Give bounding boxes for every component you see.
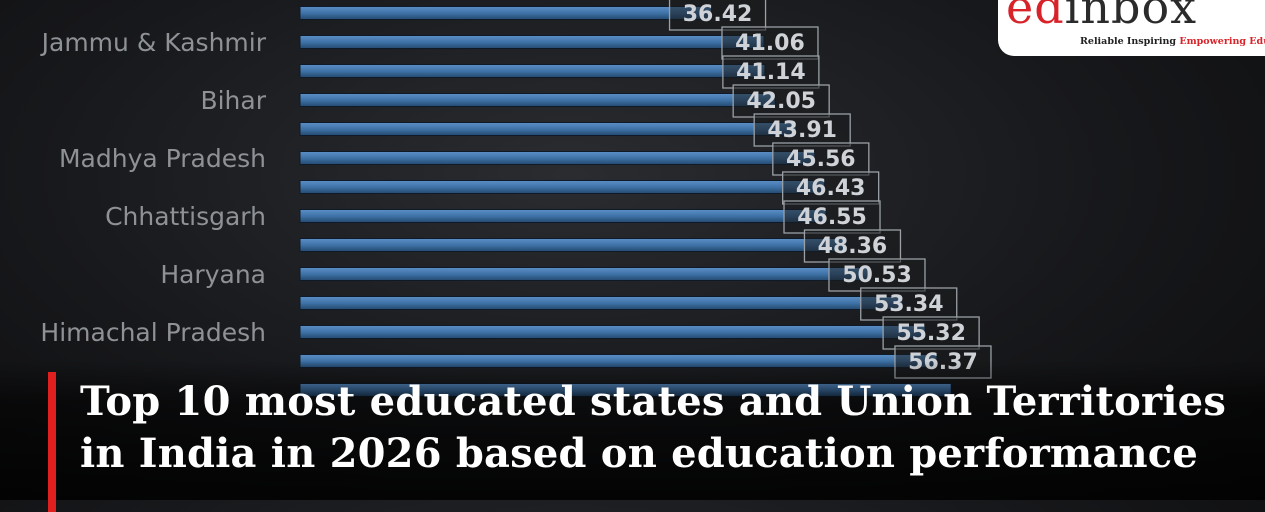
- value-label-2: 41.14: [736, 60, 806, 85]
- bar-4: [299, 122, 797, 136]
- bar-3: [299, 93, 776, 107]
- bar-6: [299, 180, 826, 194]
- value-label-box-6: [782, 171, 880, 205]
- headline-accent-bar: [48, 372, 56, 512]
- value-label-box-10: [860, 287, 958, 321]
- value-label-box-5: [772, 142, 870, 176]
- value-label-10: 53.34: [874, 292, 944, 317]
- logo-ed-text: ed: [1006, 0, 1065, 34]
- bar-10: [299, 296, 904, 310]
- category-label-9: Haryana: [160, 260, 266, 289]
- bar-7: [299, 209, 827, 223]
- headline-title[interactable]: Top 10 most educated states and Union Te…: [80, 378, 1227, 477]
- value-label-5: 45.56: [786, 147, 856, 172]
- value-label-box-7: [783, 200, 881, 234]
- bar-2: [299, 64, 766, 78]
- bar-11: [299, 325, 926, 339]
- bar-chart: 36.42 41.06 Jammu & Kashmir 41.14 42.05 Bihar…: [40, 0, 992, 397]
- value-label-7: 46.55: [797, 205, 867, 230]
- value-label-6: 46.43: [796, 176, 866, 201]
- value-label-9: 50.53: [842, 263, 912, 288]
- logo-tagline: Reliable Inspiring Empowering Education: [1080, 36, 1265, 47]
- value-label-box-0: [668, 0, 767, 31]
- value-label-8: 48.36: [818, 234, 888, 259]
- logo-tagline-part-1: Reliable Inspiring: [1080, 36, 1180, 47]
- value-label-box-11: [882, 316, 980, 350]
- headline-shade: [0, 360, 1265, 500]
- value-label-11: 55.32: [896, 321, 966, 346]
- value-label-3: 42.05: [746, 89, 816, 114]
- bar-8: [299, 238, 847, 252]
- bar-9: [299, 267, 872, 281]
- bar-5: [299, 151, 816, 165]
- bar-1: [299, 35, 765, 49]
- value-label-box-8: [803, 229, 902, 263]
- logo-tagline-part-2: Empowering Education: [1179, 36, 1265, 47]
- value-label-1: 41.06: [735, 31, 805, 56]
- bar-0: [299, 6, 713, 20]
- category-label-11: Himachal Pradesh: [40, 318, 266, 347]
- value-label-box-4: [753, 113, 851, 147]
- category-label-5: Madhya Pradesh: [59, 144, 266, 173]
- value-label-box-1: [721, 26, 819, 60]
- category-label-1: Jammu & Kashmir: [40, 28, 267, 57]
- logo-wordmark: edinbox: [1006, 0, 1197, 34]
- value-label-0: 36.42: [683, 2, 753, 27]
- logo-inbox-text: inbox: [1064, 0, 1198, 34]
- edinbox-logo[interactable]: edinbox Reliable Inspiring Empowering Ed…: [998, 0, 1265, 56]
- value-label-4: 43.91: [767, 118, 837, 143]
- category-label-3: Bihar: [200, 86, 266, 115]
- category-label-7: Chhattisgarh: [105, 202, 266, 231]
